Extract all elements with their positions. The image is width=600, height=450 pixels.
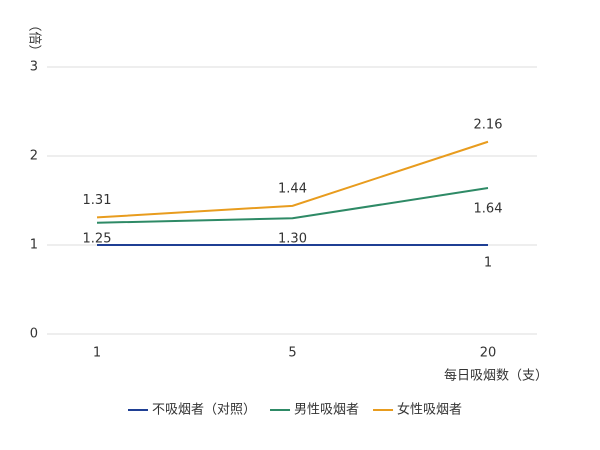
data-label: 1.30	[278, 232, 307, 247]
data-label: 1.25	[83, 232, 112, 247]
y-tick-label: 2	[30, 149, 38, 164]
line	[96, 187, 489, 224]
y-axis-label: （倍）	[27, 18, 42, 57]
data-label: 1.44	[278, 181, 307, 196]
x-tick-label: 20	[480, 346, 497, 361]
data-label: 1.31	[83, 193, 112, 208]
legend-label: 女性吸烟者	[397, 402, 462, 418]
y-tick-label: 0	[30, 327, 38, 342]
data-label: 1	[484, 256, 492, 271]
data-label: 2.16	[474, 117, 503, 132]
y-tick-label: 1	[30, 238, 38, 253]
y-tick-label: 3	[30, 60, 38, 75]
data-label: 1.64	[474, 202, 503, 217]
legend-label: 不吸烟者（对照）	[152, 403, 256, 418]
x-axis-label: 每日吸烟数（支）	[444, 368, 548, 384]
legend-label: 男性吸烟者	[294, 403, 359, 418]
x-tick-label: 1	[93, 346, 101, 361]
x-tick-label: 5	[288, 346, 296, 361]
line	[96, 140, 489, 219]
